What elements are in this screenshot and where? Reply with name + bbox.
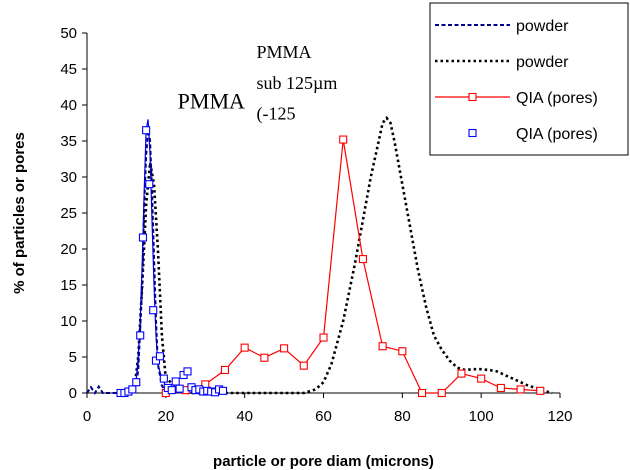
qia-red-point xyxy=(220,365,230,375)
qia-red-point xyxy=(536,386,545,395)
qia-blue-point xyxy=(183,367,192,376)
series-layer xyxy=(86,115,553,398)
qia-blue-point xyxy=(171,377,180,386)
x-tick-label: 40 xyxy=(236,408,253,425)
qia-blue-point xyxy=(142,126,151,135)
qia-red-point xyxy=(260,353,269,362)
qia-red-point xyxy=(378,342,387,351)
qia-blue-point xyxy=(145,180,154,189)
qia-red-point xyxy=(280,344,289,353)
y-tick-label: 45 xyxy=(60,61,77,78)
annotations: PMMA PMMA sub 125µm (-125 xyxy=(178,42,338,124)
x-tick-label: 80 xyxy=(394,408,411,425)
legend-swatch-qia-blue-marker xyxy=(468,128,477,138)
qia-red-point xyxy=(398,347,407,356)
legend-label: QIA (pores) xyxy=(516,126,598,143)
y-tick-label: 15 xyxy=(60,277,77,294)
axes: 0 5 10 15 20 25 30 35 40 45 50 0 20 40 60 80 100 120 xyxy=(60,25,572,425)
x-axis-title: particle or pore diam (microns) xyxy=(213,453,434,470)
x-tick-label: 0 xyxy=(83,408,91,425)
qia-red-point xyxy=(477,374,486,383)
annotation-label: (-125 xyxy=(256,103,295,124)
y-tick-label: 50 xyxy=(60,25,77,42)
annotation-label: PMMA xyxy=(178,89,245,114)
y-tick-label: 5 xyxy=(69,349,77,366)
qia-red-point xyxy=(437,388,446,398)
qia-blue-point xyxy=(159,374,168,383)
y-tick-label: 40 xyxy=(60,97,77,114)
series-powder-black-line xyxy=(125,115,553,395)
qia-red-point xyxy=(496,383,505,393)
qia-blue-point xyxy=(218,386,228,395)
x-tick-label: 100 xyxy=(469,408,494,425)
qia-red-point xyxy=(299,361,308,370)
qia-blue-point xyxy=(132,378,141,387)
qia-blue-point xyxy=(128,385,137,394)
qia-blue-point xyxy=(138,233,148,242)
qia-blue-point xyxy=(149,306,158,315)
qia-blue-point xyxy=(167,386,176,395)
qia-red-point xyxy=(240,343,249,352)
y-tick-label: 0 xyxy=(69,385,77,402)
y-tick-label: 30 xyxy=(60,169,77,186)
y-tick-label: 35 xyxy=(60,133,77,150)
annotation-label: sub 125µm xyxy=(256,73,337,93)
legend-label: QIA (pores) xyxy=(516,90,598,107)
x-tick-label: 20 xyxy=(157,408,174,425)
legend-swatch-qia-red-marker xyxy=(468,92,477,102)
y-axis-title: % of particles or pores xyxy=(11,132,28,294)
annotation-label: PMMA xyxy=(256,42,311,62)
y-tick-label: 25 xyxy=(60,205,77,222)
qia-red-point xyxy=(417,388,427,398)
qia-red-point xyxy=(339,135,348,144)
legend-box xyxy=(429,2,629,156)
legend-label: powder xyxy=(516,18,569,35)
y-tick-label: 10 xyxy=(60,313,77,330)
qia-red-point xyxy=(358,255,367,264)
qia-blue-point xyxy=(155,352,164,361)
qia-blue-point xyxy=(136,331,145,340)
legend-label: powder xyxy=(516,54,569,71)
x-tick-label: 120 xyxy=(547,408,572,425)
qia-red-point xyxy=(457,369,466,378)
x-tick-label: 60 xyxy=(315,408,332,425)
legend: powder powder QIA (pores) QIA (pores) xyxy=(429,2,629,156)
qia-blue-point xyxy=(175,384,184,393)
qia-red-point xyxy=(516,385,525,394)
y-tick-label: 20 xyxy=(60,241,77,258)
qia-red-point xyxy=(319,333,328,342)
